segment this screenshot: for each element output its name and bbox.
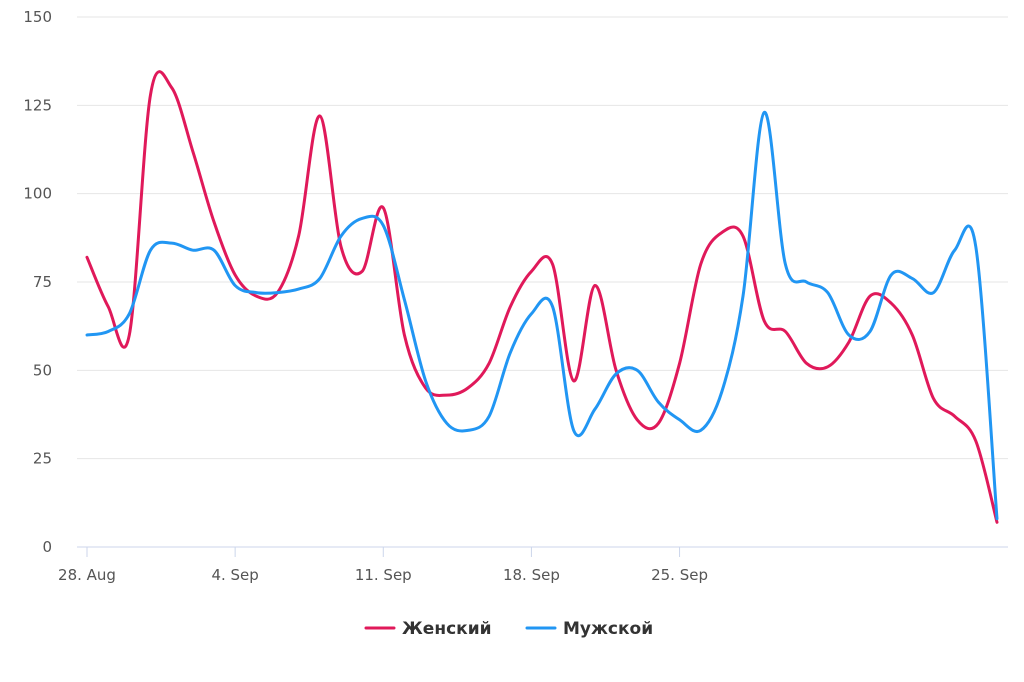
series-layer	[85, 70, 999, 524]
x-tick-label: 18. Sep	[503, 566, 560, 584]
y-tick-label: 50	[33, 361, 52, 379]
x-axis-ticks: 28. Aug 4. Sep 11. Sep 18. Sep 25. Sep	[58, 547, 708, 584]
x-tick-label: 11. Sep	[355, 566, 412, 584]
series-line-female[interactable]	[85, 70, 999, 524]
legend[interactable]: Женский Мужской	[364, 619, 653, 639]
series-line-male[interactable]	[85, 110, 999, 521]
y-tick-label: 75	[33, 273, 52, 291]
y-tick-label: 25	[33, 450, 52, 468]
y-tick-label: 150	[23, 8, 52, 26]
x-tick-label: 28. Aug	[58, 566, 116, 584]
legend-item-female[interactable]: Женский	[364, 619, 492, 639]
y-tick-label: 125	[23, 96, 52, 114]
y-gridlines	[77, 16, 1008, 460]
y-axis-labels: 0 25 50 75 100 125 150	[23, 8, 52, 556]
y-tick-label: 0	[42, 538, 52, 556]
legend-label: Женский	[402, 619, 492, 639]
x-tick-label: 4. Sep	[211, 566, 258, 584]
legend-item-male[interactable]: Мужской	[525, 619, 653, 639]
y-tick-label: 100	[23, 185, 52, 203]
legend-label: Мужской	[563, 619, 653, 639]
x-tick-label: 25. Sep	[651, 566, 708, 584]
